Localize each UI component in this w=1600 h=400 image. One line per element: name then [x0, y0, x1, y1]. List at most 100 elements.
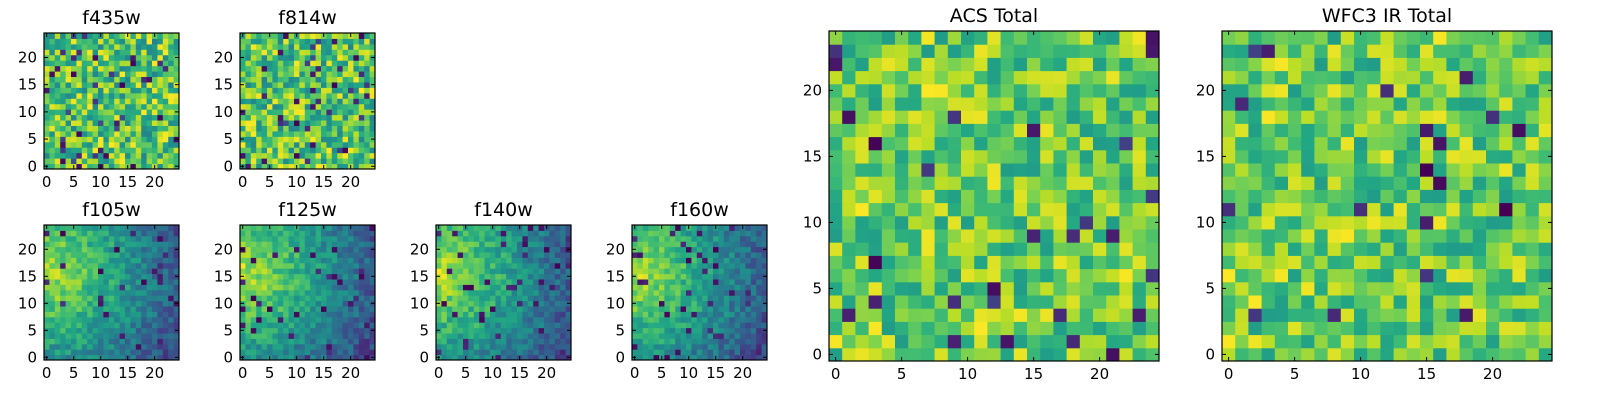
heatmap-cell — [436, 343, 442, 350]
heatmap-cell — [141, 311, 148, 318]
heatmap-cell — [1261, 268, 1276, 283]
heatmap-cell — [659, 279, 665, 285]
heatmap-cell — [1053, 202, 1068, 217]
heatmap-cell — [157, 76, 164, 83]
heatmap-cell — [446, 311, 453, 318]
heatmap-cell — [702, 289, 709, 296]
heatmap-cell — [44, 141, 50, 148]
heatmap-cell — [473, 295, 480, 302]
heatmap-cell — [299, 163, 306, 170]
heatmap-cell — [1106, 70, 1120, 85]
heatmap-cell — [146, 81, 153, 88]
heatmap-cell — [1066, 31, 1081, 45]
heatmap-cell — [103, 130, 110, 137]
heatmap-cell — [1301, 176, 1315, 190]
heatmap-cell — [146, 300, 153, 307]
heatmap-cell — [1145, 70, 1160, 85]
heatmap-cell — [987, 202, 1002, 217]
heatmap-cell — [353, 279, 360, 285]
heatmap-cell — [718, 279, 725, 285]
heatmap-cell — [98, 130, 104, 137]
heatmap-cell — [60, 87, 67, 94]
heatmap-cell — [125, 120, 131, 126]
heatmap-cell — [310, 327, 317, 334]
heatmap-cell — [114, 163, 121, 170]
heatmap-cell — [130, 120, 137, 126]
heatmap-cell — [921, 136, 936, 151]
heatmap-cell — [642, 246, 649, 253]
heatmap-cell — [495, 225, 502, 231]
heatmap-cell — [103, 71, 110, 78]
heatmap-cell — [934, 44, 949, 58]
heatmap-cell — [157, 125, 164, 132]
heatmap-cell — [560, 252, 567, 258]
heatmap-cell — [98, 273, 104, 280]
heatmap-cell — [1145, 308, 1160, 322]
heatmap-cell — [1066, 281, 1081, 296]
heatmap-cell — [152, 316, 158, 323]
heatmap-cell — [250, 295, 257, 302]
heatmap-cell — [653, 306, 660, 312]
heatmap-cell — [125, 87, 131, 94]
heatmap-cell — [277, 268, 284, 275]
heatmap-cell — [87, 152, 94, 159]
heatmap-cell — [686, 349, 692, 356]
heatmap-cell — [1512, 202, 1527, 217]
heatmap-cell — [119, 114, 126, 121]
heatmap-cell — [691, 327, 698, 334]
heatmap-cell — [1327, 268, 1342, 283]
heatmap-cell — [348, 306, 354, 312]
heatmap-cell — [1040, 123, 1054, 138]
heatmap-cell — [49, 349, 56, 356]
heatmap-cell — [146, 279, 153, 285]
heatmap-cell — [473, 311, 480, 318]
heatmap-cell — [740, 333, 746, 339]
heatmap-cell — [337, 103, 344, 110]
heatmap-cell — [734, 241, 741, 248]
heatmap-cell — [49, 60, 56, 67]
heatmap-cell — [92, 136, 99, 143]
heatmap-cell — [49, 295, 56, 302]
heatmap-cell — [1066, 44, 1081, 58]
heatmap-cell — [1079, 255, 1094, 270]
heatmap-cell — [544, 327, 550, 334]
heatmap-cell — [326, 268, 333, 275]
heatmap-cell — [168, 327, 175, 334]
heatmap-cell — [538, 333, 545, 339]
heatmap-cell — [54, 246, 61, 253]
heatmap-cell — [1433, 242, 1447, 256]
heatmap-cell — [310, 152, 317, 159]
heatmap-cell — [495, 349, 502, 356]
heatmap-cell — [468, 295, 475, 302]
heatmap-cell — [119, 230, 126, 237]
heatmap-cell — [256, 114, 263, 121]
heatmap-cell — [669, 273, 676, 280]
heatmap-cell — [369, 65, 376, 72]
heatmap-cell — [452, 338, 459, 345]
heatmap-cell — [283, 43, 290, 50]
heatmap-cell — [1053, 308, 1068, 322]
heatmap-cell — [680, 246, 687, 253]
heatmap-cell — [342, 284, 349, 291]
heatmap-cell — [130, 343, 137, 350]
heatmap-cell — [1027, 242, 1041, 256]
heatmap-cell — [157, 92, 164, 99]
heatmap-cell — [240, 311, 246, 318]
heatmap-cell — [1013, 70, 1028, 85]
heatmap-cell — [544, 246, 550, 253]
heatmap-cell — [637, 279, 644, 285]
heatmap-cell — [342, 338, 349, 345]
heatmap-cell — [326, 81, 333, 88]
heatmap-cell — [71, 147, 77, 154]
heatmap-cell — [756, 230, 763, 237]
heatmap-cell — [1525, 163, 1540, 177]
heatmap-cell — [103, 76, 110, 83]
heatmap-cell — [358, 343, 365, 350]
heatmap-cell — [908, 149, 922, 164]
heatmap-cell — [348, 109, 354, 116]
heatmap-cell — [554, 333, 561, 339]
heatmap-cell — [745, 311, 752, 318]
heatmap-cell — [1132, 215, 1147, 230]
heatmap-cell — [1420, 242, 1434, 256]
heatmap-cell — [173, 65, 180, 72]
